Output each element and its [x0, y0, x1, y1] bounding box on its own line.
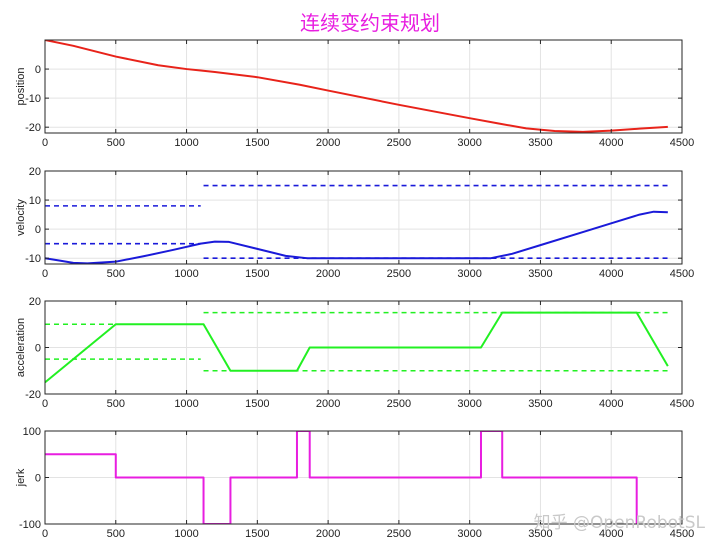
x-tick-label: 0 — [42, 398, 48, 410]
y-axis-label: position — [15, 68, 27, 106]
x-tick-label: 2500 — [387, 528, 411, 540]
y-tick-label: -10 — [25, 93, 41, 105]
x-tick-label: 2000 — [316, 528, 340, 540]
x-tick-label: 2500 — [387, 398, 411, 410]
x-tick-label: 0 — [42, 137, 48, 149]
x-tick-label: 4000 — [599, 268, 623, 280]
x-tick-label: 4000 — [599, 137, 623, 149]
x-tick-label: 0 — [42, 528, 48, 540]
y-axis-label: acceleration — [15, 318, 27, 377]
x-tick-label: 2000 — [316, 398, 340, 410]
x-tick-label: 500 — [107, 268, 125, 280]
x-tick-label: 1000 — [174, 398, 198, 410]
x-tick-label: 4500 — [670, 528, 694, 540]
series-group — [45, 311, 669, 384]
y-tick-label: 0 — [35, 473, 41, 485]
y-tick-label: 100 — [23, 426, 41, 438]
y-tick-label: 20 — [29, 166, 41, 178]
x-tick-label: 4000 — [599, 398, 623, 410]
axes-box — [44, 170, 683, 265]
x-tick-label: 3000 — [457, 137, 481, 149]
x-tick-label: 3000 — [457, 268, 481, 280]
x-tick-label: 3000 — [457, 398, 481, 410]
series-line-0 — [45, 311, 669, 384]
x-tick-label: 1000 — [174, 268, 198, 280]
series-line-0 — [45, 210, 668, 264]
series-group — [45, 184, 668, 264]
x-tick-label: 4000 — [599, 528, 623, 540]
series-line-0 — [45, 431, 638, 524]
x-tick-label: 2000 — [316, 137, 340, 149]
x-tick-label: 0 — [42, 268, 48, 280]
plot-area — [45, 171, 682, 264]
y-tick-label: -100 — [19, 519, 41, 531]
y-tick-label: 10 — [29, 195, 41, 207]
panel-jerk: 0 500 1000 1500 2000 2500 3000 3500 4000 4500-100… — [15, 426, 694, 540]
x-tick-label: 3000 — [457, 528, 481, 540]
plot-area — [45, 40, 682, 133]
series-group — [45, 431, 638, 524]
y-tick-label: 20 — [29, 296, 41, 308]
y-tick-label: -20 — [25, 122, 41, 134]
x-tick-label: 1000 — [174, 528, 198, 540]
x-tick-label: 500 — [107, 398, 125, 410]
panel-acceleration: 0 500 1000 1500 2000 2500 3000 3500 4000 4500-200… — [15, 296, 694, 410]
x-tick-label: 500 — [107, 528, 125, 540]
watermark: 知乎 @OpenRobotSL — [534, 513, 706, 533]
x-tick-label: 500 — [107, 137, 125, 149]
y-axis-label: velocity — [15, 199, 27, 236]
x-tick-label: 3500 — [528, 268, 552, 280]
axes-box — [44, 39, 683, 134]
x-tick-label: 1500 — [245, 398, 269, 410]
x-tick-label: 3500 — [528, 398, 552, 410]
x-tick-label: 3500 — [528, 528, 552, 540]
series-line-0 — [45, 40, 668, 133]
panel-position: 0 500 1000 1500 2000 2500 3000 3500 4000 4500 -20 -… — [15, 39, 694, 149]
panel-velocity: 0 500 1000 1500 2000 2500 3000 3500 4000 4500-100… — [15, 166, 694, 280]
x-tick-label: 2000 — [316, 268, 340, 280]
x-tick-label: 1500 — [245, 528, 269, 540]
y-tick-label: -20 — [25, 389, 41, 401]
y-axis-label: jerk — [15, 468, 27, 487]
y-tick-label: 0 — [35, 64, 41, 76]
chart-title: 连续变约束规划 — [300, 11, 440, 35]
x-tick-label: 2500 — [387, 137, 411, 149]
y-tick-label: 0 — [35, 343, 41, 355]
x-tick-label: 1000 — [174, 137, 198, 149]
x-tick-label: 1500 — [245, 268, 269, 280]
series-group — [45, 40, 668, 133]
x-tick-label: 4500 — [670, 268, 694, 280]
x-tick-label: 3500 — [528, 137, 552, 149]
x-tick-label: 1500 — [245, 137, 269, 149]
x-tick-label: 2500 — [387, 268, 411, 280]
x-tick-label: 4500 — [670, 398, 694, 410]
y-tick-label: -10 — [25, 253, 41, 265]
x-tick-label: 4500 — [670, 137, 694, 149]
y-tick-label: 0 — [35, 224, 41, 236]
